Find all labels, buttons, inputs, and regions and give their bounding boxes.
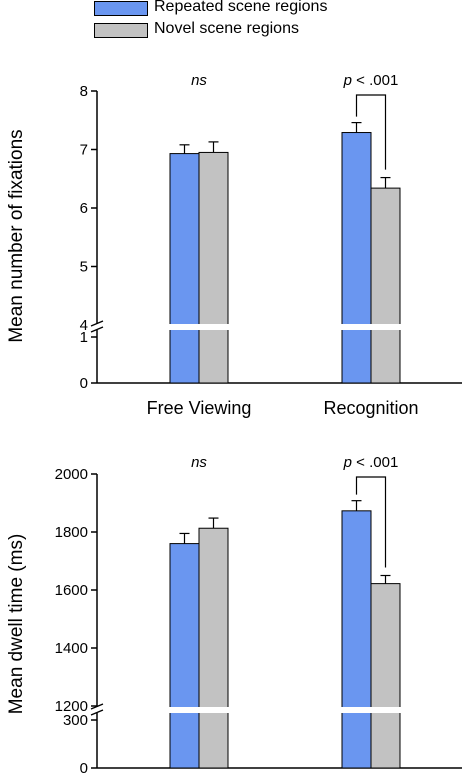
- y-tick-label: 2000: [55, 466, 88, 483]
- category-label: Free Viewing: [147, 398, 252, 418]
- legend-item-novel: Novel scene regions: [94, 20, 374, 43]
- y-tick-label: 1800: [55, 524, 88, 541]
- y-tick-label: 8: [80, 83, 88, 100]
- legend-item-repeated: Repeated scene regions: [94, 0, 374, 20]
- bar: [341, 510, 372, 769]
- annotation-ns: ns: [191, 72, 207, 89]
- annotation-p-value: p < .001: [343, 72, 399, 89]
- bar: [370, 187, 401, 384]
- annotation-p-value: p < .001: [343, 454, 399, 471]
- legend-label-repeated: Repeated scene regions: [154, 0, 328, 15]
- axis-break-gap: [90, 324, 462, 330]
- y-tick-label: 4: [80, 317, 88, 334]
- fixations-chart: 0 14 5 6 7 8 Mean number of fixations Free View…: [6, 72, 462, 418]
- legend-label-novel: Novel scene regions: [154, 20, 299, 37]
- y-tick-label: 1400: [55, 640, 88, 657]
- axis-break-mark: [90, 709, 104, 716]
- bar: [341, 132, 372, 384]
- significance-bracket: [355, 476, 387, 568]
- y-tick-label: 0: [80, 375, 88, 392]
- bar: [169, 153, 200, 384]
- axis-break-mark: [90, 320, 104, 327]
- axis-break-mark: [90, 326, 104, 333]
- annotation-ns: ns: [191, 454, 207, 471]
- bar: [198, 151, 229, 384]
- y-tick-label: 1200: [55, 698, 88, 715]
- y-tick-label: 5: [80, 259, 88, 276]
- y-tick-label: 7: [80, 142, 88, 159]
- category-label: Recognition: [323, 398, 418, 418]
- legend-swatch-novel: [94, 23, 148, 38]
- y-tick-label: 0: [80, 760, 88, 776]
- bar: [169, 543, 200, 769]
- bar: [370, 583, 401, 769]
- significance-bracket: [355, 94, 387, 170]
- y-tick-label: 300: [63, 712, 88, 729]
- y-axis-label: Mean number of fixations: [6, 129, 27, 342]
- legend: Repeated scene regions Novel scene regio…: [88, 0, 378, 44]
- y-tick-label: 1600: [55, 582, 88, 599]
- y-axis-label: Mean dwell time (ms): [6, 534, 27, 715]
- y-tick-label: 6: [80, 200, 88, 217]
- axis-break-gap: [90, 707, 462, 713]
- bar: [198, 527, 229, 769]
- y-tick-label: 1: [80, 329, 88, 346]
- axis-break-mark: [90, 703, 104, 710]
- legend-swatch-repeated: [94, 1, 148, 16]
